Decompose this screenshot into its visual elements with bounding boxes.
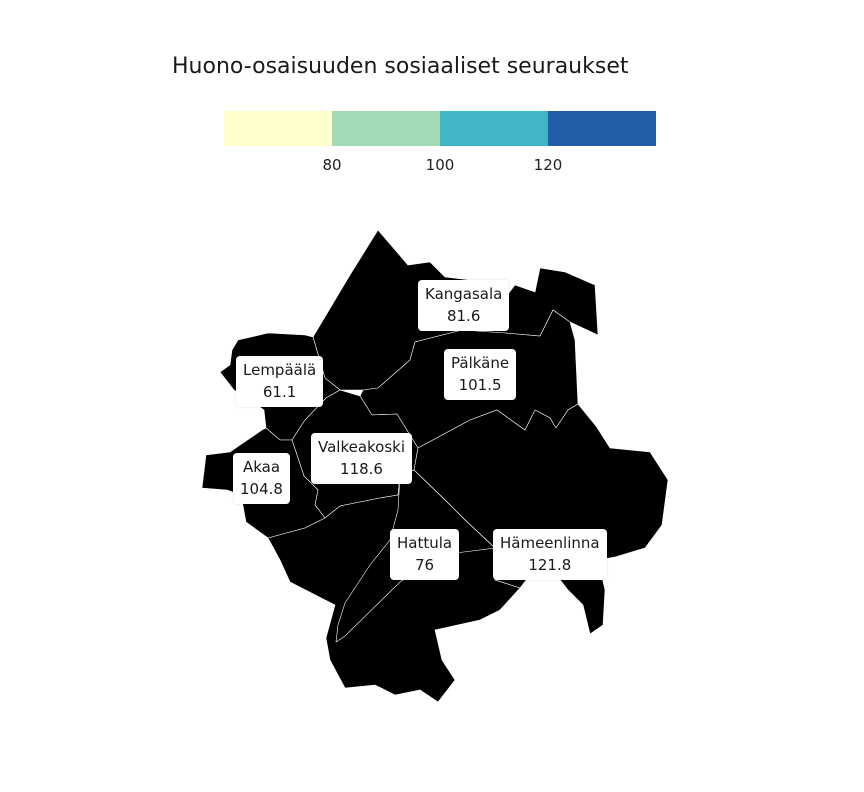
label-hattula: Hattula 76 — [390, 529, 460, 580]
legend-swatch-100-120 — [440, 111, 548, 146]
map-title: Huono-osaisuuden sosiaaliset seuraukset — [172, 54, 629, 79]
region-value-akaa: 104.8 — [240, 480, 283, 498]
label-palkane: Pälkäne 101.5 — [444, 349, 517, 400]
color-legend: 80 100 120 — [224, 111, 656, 174]
legend-swatch-high — [548, 111, 656, 146]
region-value-hattula: 76 — [415, 556, 435, 574]
region-name-hameenlinna: Hämeenlinna — [500, 534, 600, 552]
label-valkeakoski: Valkeakoski 118.6 — [311, 433, 413, 484]
region-name-valkeakoski: Valkeakoski — [318, 438, 406, 456]
region-value-hameenlinna: 121.8 — [528, 556, 572, 574]
region-name-hattula: Hattula — [397, 534, 453, 552]
region-value-palkane: 101.5 — [458, 376, 502, 394]
region-value-kangasala: 81.6 — [446, 307, 481, 325]
legend-swatch-low — [224, 111, 332, 146]
legend-tick-120: 120 — [534, 156, 563, 174]
region-name-palkane: Pälkäne — [451, 354, 510, 372]
label-kangasala: Kangasala 81.6 — [418, 280, 510, 331]
legend-swatch-80-100 — [332, 111, 440, 146]
region-name-kangasala: Kangasala — [425, 285, 503, 303]
legend-tick-80: 80 — [322, 156, 341, 174]
region-value-lempaala: 61.1 — [262, 383, 297, 401]
legend-tick-100: 100 — [426, 156, 455, 174]
label-hameenlinna: Hämeenlinna 121.8 — [493, 529, 607, 580]
label-akaa: Akaa 104.8 — [233, 453, 290, 504]
label-lempaala: Lempäälä 61.1 — [236, 356, 324, 407]
region-name-lempaala: Lempäälä — [243, 361, 317, 379]
region-name-akaa: Akaa — [242, 458, 281, 476]
region-value-valkeakoski: 118.6 — [340, 460, 383, 478]
